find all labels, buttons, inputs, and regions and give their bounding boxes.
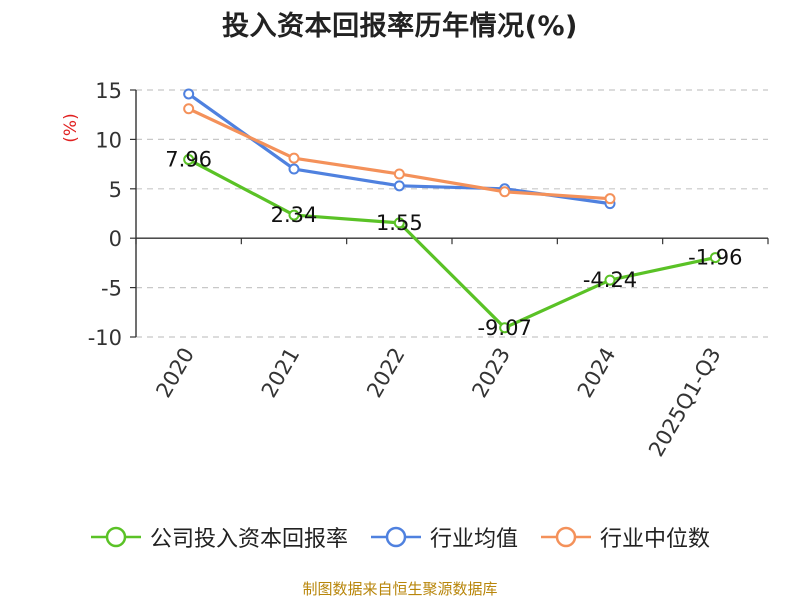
y-tick-label: 0 [109, 227, 122, 251]
data-label: 1.55 [376, 211, 423, 235]
legend: 公司投入资本回报率 行业均值 行业中位数 [0, 520, 800, 554]
x-tick-label: 2023 [467, 343, 515, 401]
legend-item[interactable]: 行业均值 [370, 521, 518, 553]
data-label: -1.96 [688, 246, 742, 270]
data-point [288, 152, 300, 164]
data-point [604, 193, 616, 205]
legend-label: 行业中位数 [600, 527, 711, 552]
data-point [183, 154, 195, 166]
legend-item[interactable]: 行业中位数 [540, 521, 710, 553]
legend-circle [555, 526, 577, 548]
legend-item[interactable]: 公司投入资本回报率 [90, 521, 348, 553]
legend-marker-icon [541, 526, 591, 548]
y-tick-label: 15 [95, 79, 122, 103]
legend-label: 行业均值 [429, 527, 518, 552]
data-label: 2.34 [271, 203, 318, 227]
data-label: -4.24 [583, 268, 637, 292]
data-point [499, 186, 511, 198]
axes: 15 10 5 0 -5 -10 2020 2021 2022 2023 2024 2025Q1-Q3 [88, 79, 769, 461]
x-tick-label: 2020 [151, 344, 199, 402]
data-labels: 7.96 2.34 1.55 -9.07 -4.24 -1.96 [165, 148, 742, 340]
data-point [393, 217, 405, 229]
y-tick-label: -10 [88, 326, 122, 350]
legend-circle [385, 526, 407, 548]
data-point [393, 180, 405, 192]
y-axis-label: (%) [61, 113, 81, 142]
x-tick-label: 2022 [362, 344, 410, 402]
source-note: 制图数据来自恒生聚源数据库 [302, 580, 498, 598]
x-tick-label: 2025Q1-Q3 [644, 344, 726, 461]
legend-label: 公司投入资本回报率 [149, 527, 348, 552]
y-tick-label: -5 [101, 277, 122, 301]
y-tick-label: 10 [95, 128, 122, 152]
data-point [499, 322, 511, 334]
data-point [393, 168, 405, 180]
data-label: -9.07 [477, 316, 531, 340]
x-tick-label: 2024 [573, 344, 621, 402]
y-tick-label: 5 [109, 178, 122, 202]
data-point [288, 163, 300, 175]
chart-title: 投入资本回报率历年情况(%) [222, 11, 578, 42]
legend-marker-icon [90, 526, 141, 548]
data-point [288, 209, 300, 221]
legend-marker-icon [370, 526, 421, 548]
data-point [183, 88, 195, 100]
data-point [709, 252, 721, 264]
series-line-0 [187, 158, 716, 330]
data-point [183, 103, 195, 115]
series-lines [183, 88, 721, 334]
legend-circle [105, 526, 127, 548]
x-tick-label: 2021 [257, 344, 305, 402]
data-point [604, 274, 616, 286]
data-label: 7.96 [165, 148, 212, 172]
